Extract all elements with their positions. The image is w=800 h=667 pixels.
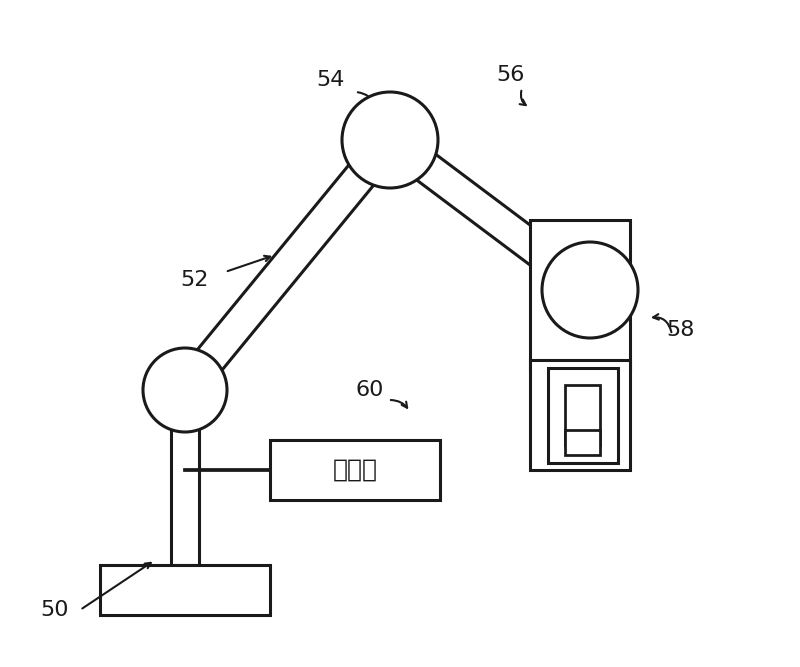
- Bar: [530, 220, 630, 370]
- Text: 控制器: 控制器: [333, 458, 378, 482]
- Bar: [565, 385, 600, 445]
- Text: 54: 54: [316, 70, 344, 90]
- Bar: [530, 360, 630, 470]
- Bar: [270, 440, 440, 500]
- Polygon shape: [381, 127, 600, 303]
- Bar: [171, 390, 199, 565]
- Bar: [548, 368, 618, 463]
- Text: 52: 52: [181, 270, 209, 290]
- Text: 50: 50: [41, 600, 70, 620]
- Text: 58: 58: [666, 320, 694, 340]
- Circle shape: [542, 242, 638, 338]
- Text: 56: 56: [496, 65, 524, 85]
- Circle shape: [143, 348, 227, 432]
- Circle shape: [342, 92, 438, 188]
- Bar: [565, 430, 600, 455]
- Bar: [100, 565, 270, 615]
- Text: 60: 60: [356, 380, 384, 400]
- Polygon shape: [173, 130, 402, 400]
